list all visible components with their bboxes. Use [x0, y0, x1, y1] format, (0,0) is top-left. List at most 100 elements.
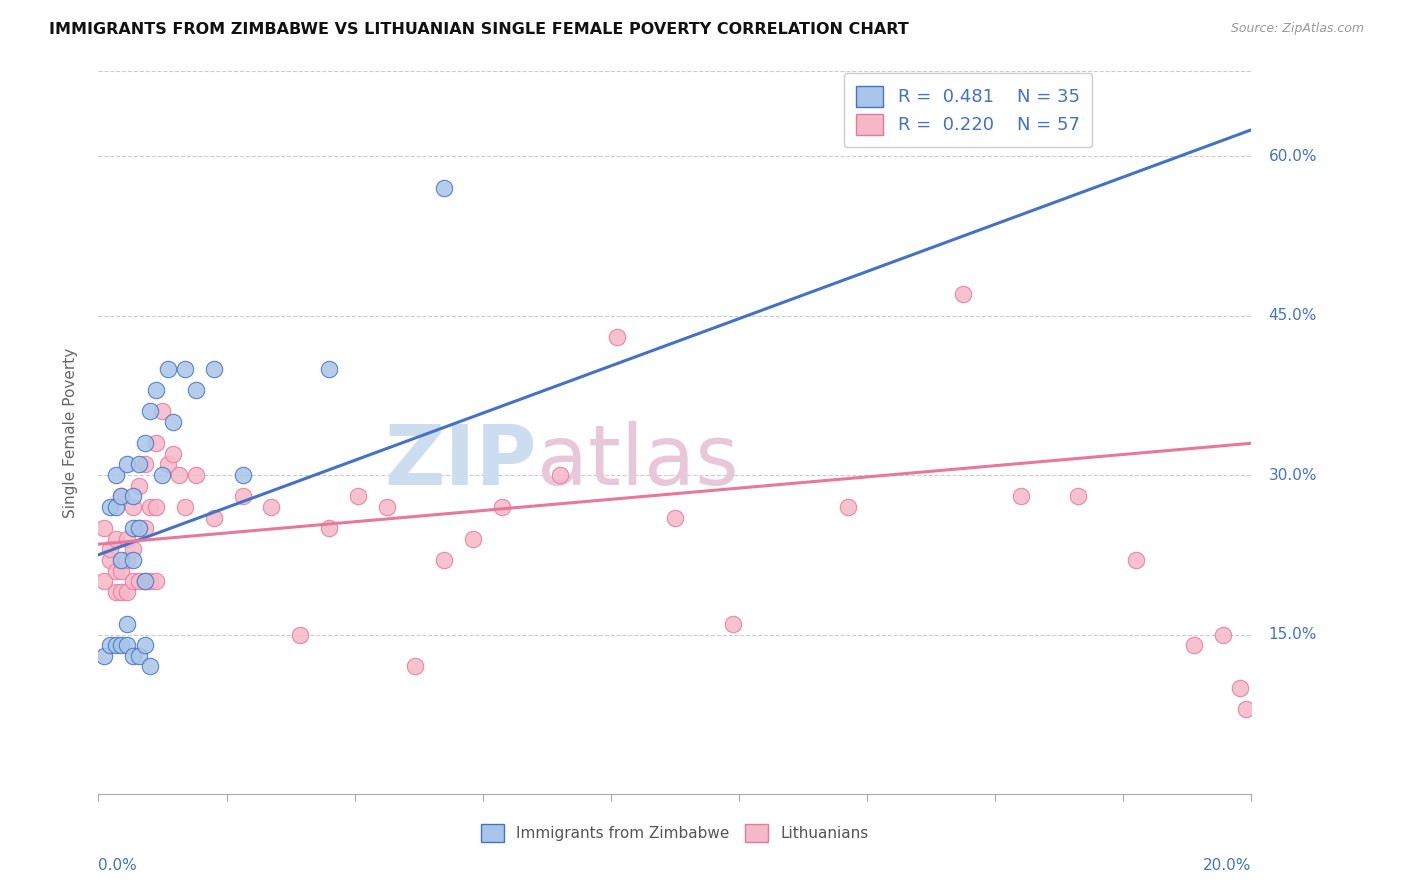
Point [1229, 681, 1251, 695]
Point [122, 521, 145, 535]
Point [104, 500, 127, 514]
Point [174, 500, 197, 514]
Point [104, 638, 127, 652]
Point [110, 553, 132, 567]
Text: 60.0%: 60.0% [1268, 149, 1317, 164]
Text: 15.0%: 15.0% [1268, 627, 1317, 642]
Point [145, 574, 167, 589]
Point [110, 564, 132, 578]
Point [98, 638, 121, 652]
Point [139, 574, 162, 589]
Point [93, 574, 115, 589]
Point [117, 585, 139, 599]
Point [1067, 489, 1090, 503]
Text: 0.0%: 0.0% [98, 857, 138, 872]
Text: atlas: atlas [537, 421, 738, 502]
Point [174, 362, 197, 376]
Point [1125, 553, 1147, 567]
Point [117, 553, 139, 567]
Point [290, 627, 312, 641]
Point [1010, 128, 1032, 142]
Point [145, 383, 167, 397]
Legend: Immigrants from Zimbabwe, Lithuanians: Immigrants from Zimbabwe, Lithuanians [472, 815, 877, 851]
Point [318, 362, 340, 376]
Point [117, 638, 139, 652]
Point [139, 404, 162, 418]
Point [260, 500, 283, 514]
Point [156, 362, 179, 376]
Point [139, 500, 162, 514]
Point [150, 468, 173, 483]
Point [375, 500, 398, 514]
Point [122, 489, 145, 503]
Point [721, 616, 744, 631]
Point [104, 564, 127, 578]
Text: IMMIGRANTS FROM ZIMBABWE VS LITHUANIAN SINGLE FEMALE POVERTY CORRELATION CHART: IMMIGRANTS FROM ZIMBABWE VS LITHUANIAN S… [49, 22, 908, 37]
Point [186, 468, 208, 483]
Point [117, 532, 139, 546]
Point [128, 648, 150, 663]
Point [145, 500, 167, 514]
Point [110, 489, 132, 503]
Point [433, 553, 456, 567]
Point [491, 500, 513, 514]
Point [110, 489, 132, 503]
Point [231, 489, 254, 503]
Point [98, 542, 121, 557]
Point [93, 521, 115, 535]
Point [128, 521, 150, 535]
Point [134, 638, 156, 652]
Point [128, 479, 150, 493]
Point [122, 648, 145, 663]
Point [122, 500, 145, 514]
Point [134, 436, 156, 450]
Point [122, 553, 145, 567]
Y-axis label: Single Female Poverty: Single Female Poverty [63, 348, 77, 517]
Text: Source: ZipAtlas.com: Source: ZipAtlas.com [1230, 22, 1364, 36]
Point [104, 585, 127, 599]
Point [167, 468, 190, 483]
Point [110, 585, 132, 599]
Point [202, 362, 225, 376]
Point [98, 500, 121, 514]
Point [117, 458, 139, 472]
Point [162, 415, 184, 429]
Point [837, 500, 859, 514]
Point [98, 553, 121, 567]
Point [346, 489, 368, 503]
Point [606, 330, 628, 344]
Point [128, 574, 150, 589]
Point [405, 659, 427, 673]
Point [128, 521, 150, 535]
Point [134, 574, 156, 589]
Point [318, 521, 340, 535]
Point [145, 436, 167, 450]
Point [117, 616, 139, 631]
Point [162, 447, 184, 461]
Point [110, 638, 132, 652]
Point [952, 287, 974, 301]
Point [1182, 638, 1205, 652]
Point [134, 458, 156, 472]
Point [1010, 489, 1032, 503]
Point [104, 468, 127, 483]
Point [104, 532, 127, 546]
Point [433, 181, 456, 195]
Text: 20.0%: 20.0% [1204, 857, 1251, 872]
Point [1234, 702, 1257, 716]
Point [156, 458, 179, 472]
Point [548, 468, 571, 483]
Text: ZIP: ZIP [384, 421, 537, 502]
Point [202, 510, 225, 524]
Text: 30.0%: 30.0% [1268, 467, 1317, 483]
Point [1212, 627, 1234, 641]
Point [93, 648, 115, 663]
Point [134, 521, 156, 535]
Point [186, 383, 208, 397]
Point [139, 659, 162, 673]
Point [122, 542, 145, 557]
Point [461, 532, 484, 546]
Text: 45.0%: 45.0% [1268, 309, 1317, 323]
Point [150, 404, 173, 418]
Point [122, 574, 145, 589]
